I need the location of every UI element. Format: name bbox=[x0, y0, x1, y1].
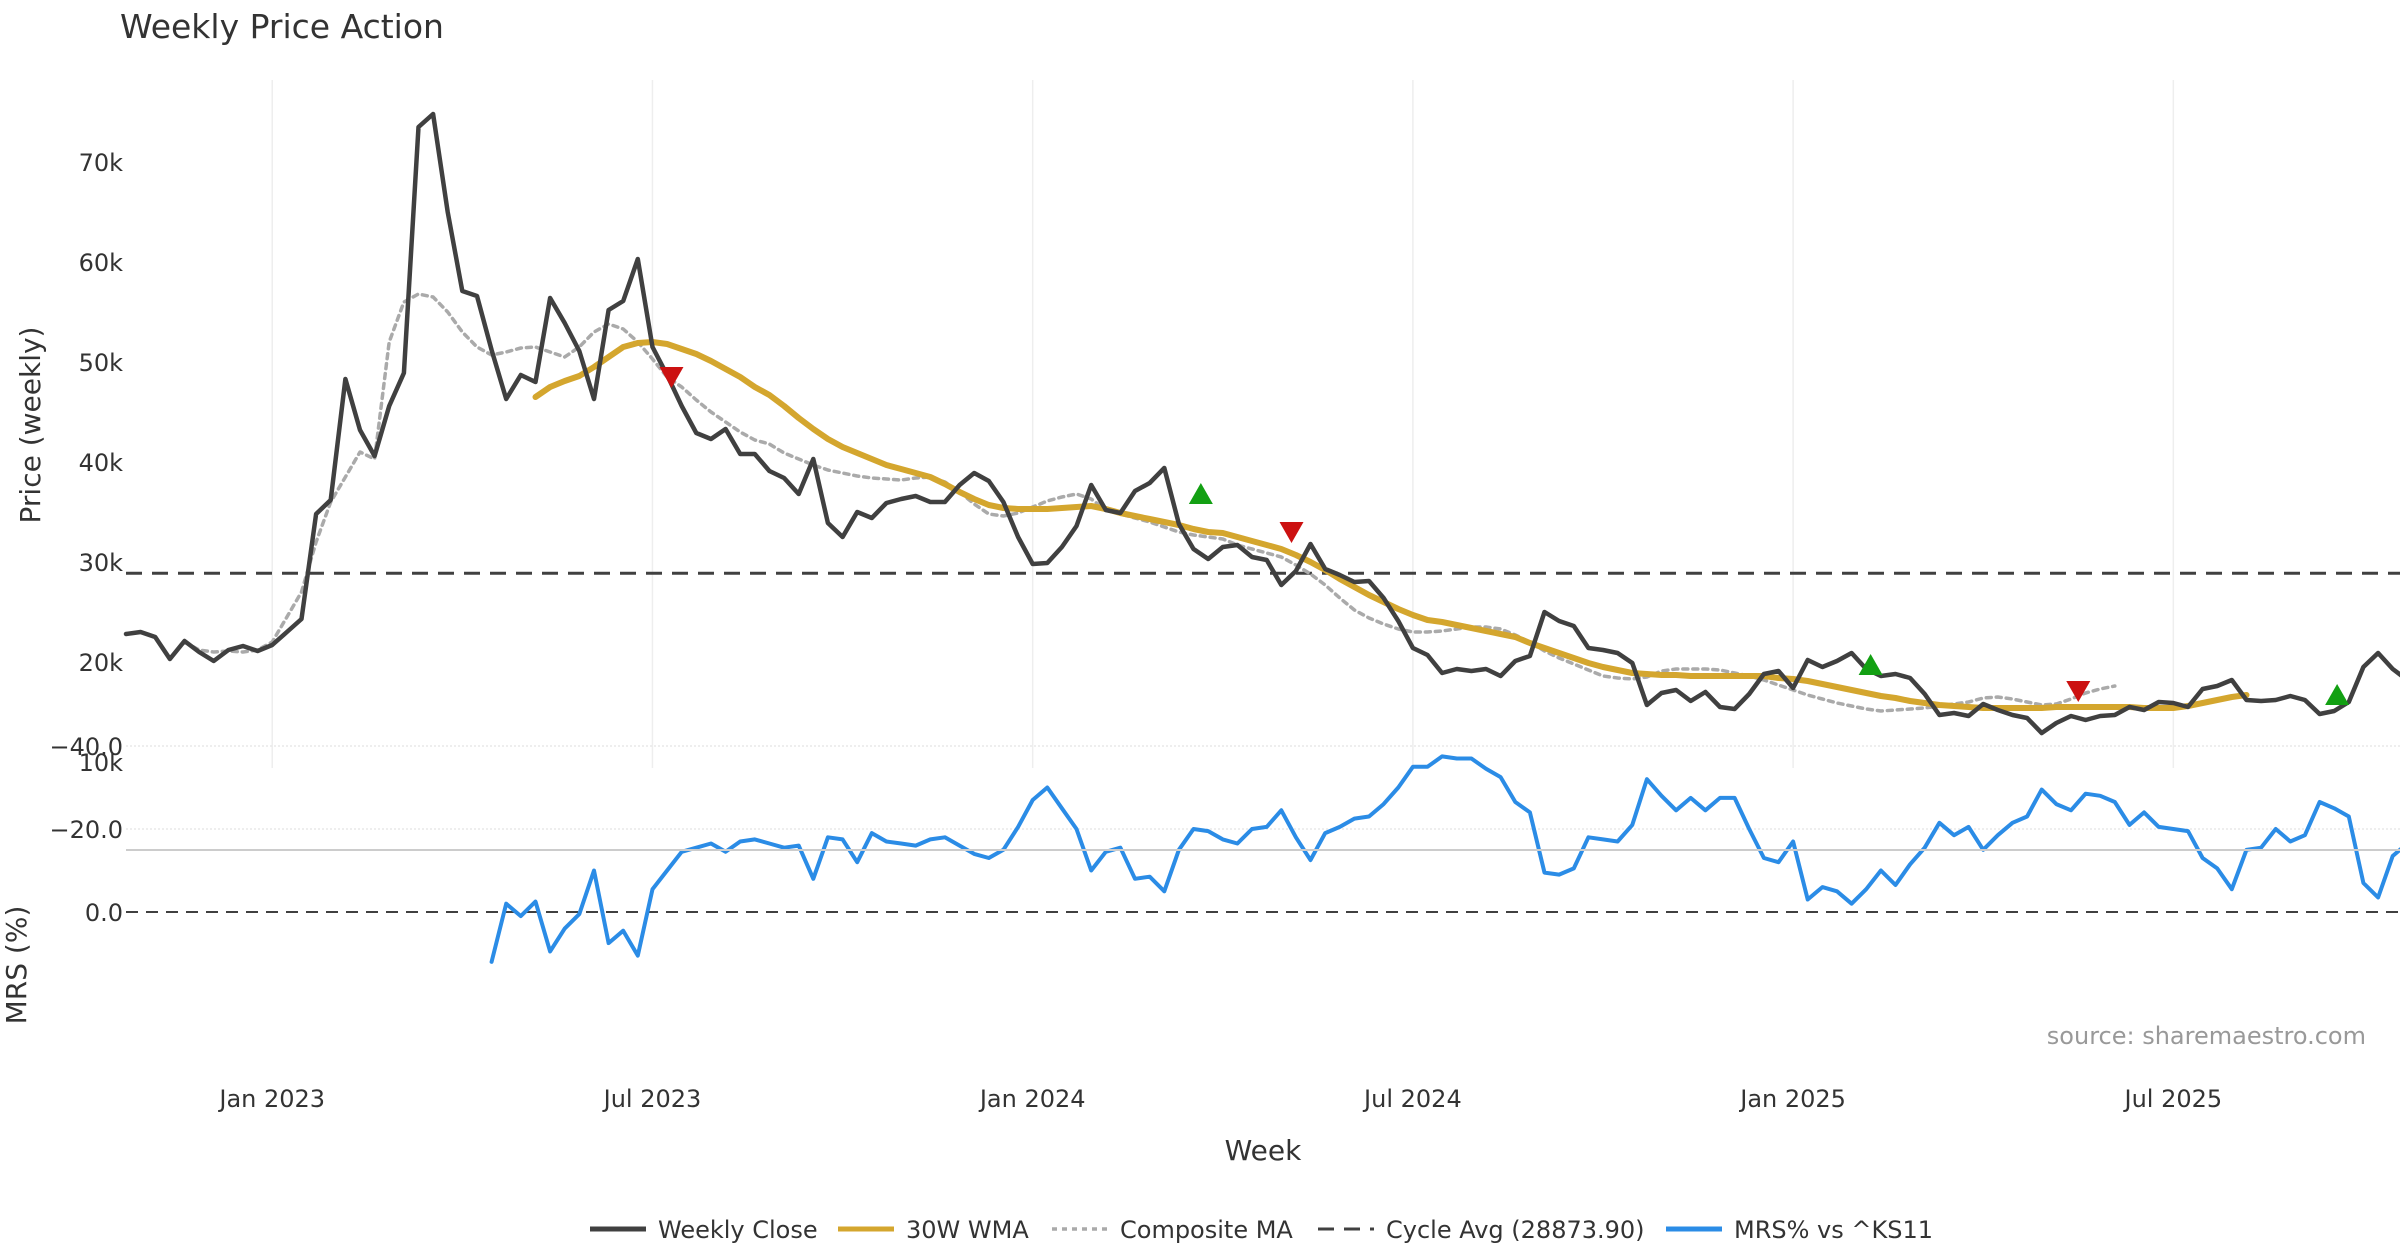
chart-title: Weekly Price Action bbox=[120, 7, 444, 46]
legend-label: 30W WMA bbox=[906, 1216, 1029, 1244]
source-note: source: sharemaestro.com bbox=[2047, 1022, 2366, 1050]
price-y-tick-label: 30k bbox=[79, 549, 124, 577]
sell-signal-marker bbox=[1279, 522, 1304, 543]
sell-signal-marker bbox=[659, 367, 684, 388]
x-tick-label: Jul 2025 bbox=[2122, 1085, 2222, 1113]
gridlines bbox=[126, 80, 2400, 830]
price-y-tick-label: 60k bbox=[79, 249, 124, 277]
legend-item: 30W WMA bbox=[838, 1216, 1029, 1244]
mrs-line bbox=[489, 754, 2400, 964]
price-y-tick-label: 50k bbox=[79, 349, 124, 377]
x-tick-label: Jul 2024 bbox=[1362, 1085, 1462, 1113]
composite-ma-line bbox=[182, 292, 2117, 713]
legend: Weekly Close 30W WMA Composite MA Cycle Avg… bbox=[590, 1216, 1933, 1244]
legend-item: Weekly Close bbox=[590, 1216, 818, 1244]
legend-label: Weekly Close bbox=[658, 1216, 818, 1244]
sell-signal-marker bbox=[2066, 681, 2091, 702]
price-y-tick-label: 40k bbox=[79, 449, 124, 477]
x-axis-label: Week bbox=[1225, 1134, 1302, 1167]
mrs-y-tick-label: 0.0 bbox=[85, 899, 123, 927]
mrs-y-axis: 0.0 −20.0 −40.0 bbox=[49, 733, 123, 927]
weekly-close-line bbox=[123, 111, 2400, 736]
mrs-y-tick-label: −20.0 bbox=[49, 816, 123, 844]
legend-label: MRS% vs ^KS11 bbox=[1734, 1216, 1933, 1244]
mrs-y-tick-label: −40.0 bbox=[49, 733, 123, 761]
buy-signal-marker bbox=[1188, 483, 1213, 504]
price-y-tick-label: 20k bbox=[79, 649, 124, 677]
legend-label: Composite MA bbox=[1120, 1216, 1293, 1244]
mrs-panel bbox=[126, 754, 2400, 964]
legend-item: MRS% vs ^KS11 bbox=[1666, 1216, 1933, 1244]
buy-signal-marker bbox=[1858, 654, 1883, 675]
price-y-axis-label: Price (weekly) bbox=[14, 327, 47, 524]
x-tick-label: Jan 2023 bbox=[217, 1085, 325, 1113]
price-panel bbox=[123, 111, 2400, 736]
30w-wma-line bbox=[532, 339, 2250, 711]
x-tick-label: Jan 2025 bbox=[1738, 1085, 1846, 1113]
buy-signal-marker bbox=[2325, 684, 2350, 705]
x-tick-label: Jul 2023 bbox=[602, 1085, 702, 1113]
x-tick-label: Jan 2024 bbox=[978, 1085, 1086, 1113]
price-y-tick-label: 10k bbox=[79, 749, 124, 777]
legend-label: Cycle Avg (28873.90) bbox=[1386, 1216, 1645, 1244]
legend-item: Composite MA bbox=[1052, 1216, 1293, 1244]
legend-item: Cycle Avg (28873.90) bbox=[1318, 1216, 1645, 1244]
price-y-tick-label: 70k bbox=[79, 149, 124, 177]
x-axis: Jan 2023 Jul 2023 Jan 2024 Jul 2024 Jan 2025… bbox=[217, 1085, 2222, 1113]
price-y-axis: 10k 20k 30k 40k 50k 60k 70k bbox=[79, 149, 124, 777]
mrs-y-axis-label: MRS (%) bbox=[0, 906, 33, 1025]
